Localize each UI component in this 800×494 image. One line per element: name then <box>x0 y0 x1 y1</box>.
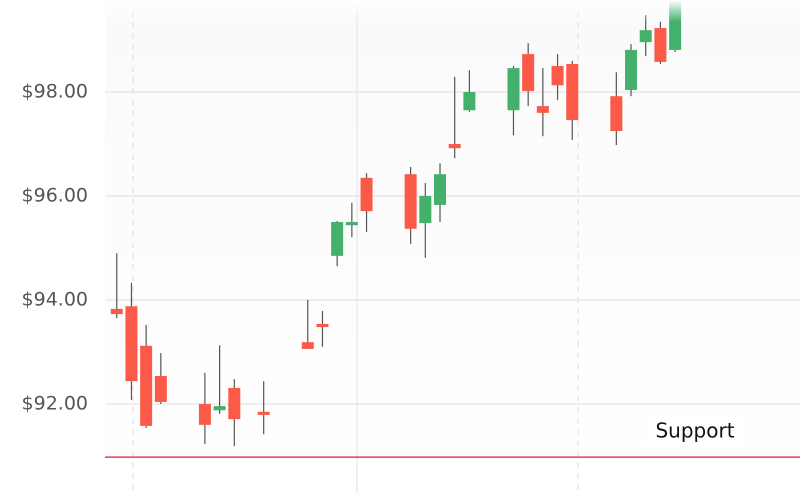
y-tick-label: $98.00 <box>22 81 88 103</box>
candle-body <box>434 174 447 205</box>
candle-body <box>316 323 329 328</box>
candle-body <box>331 222 344 256</box>
candle-body <box>213 406 226 411</box>
candle-body <box>360 177 373 212</box>
candle-body <box>198 404 211 425</box>
candle-body <box>154 375 167 402</box>
candle-body <box>463 92 476 111</box>
candle-body <box>140 345 153 426</box>
y-tick-label: $92.00 <box>22 393 88 415</box>
candle-body <box>536 106 549 113</box>
candle-body <box>301 342 314 349</box>
support-label: Support <box>655 419 734 443</box>
candle-body <box>507 68 520 111</box>
top-fade <box>105 0 800 22</box>
y-tick-label: $94.00 <box>22 289 88 311</box>
candle-body <box>419 196 432 224</box>
candle-body <box>551 66 564 86</box>
candle-body <box>610 96 623 132</box>
candle-body <box>345 222 358 226</box>
y-tick-label: $96.00 <box>22 185 88 207</box>
candle-body <box>654 28 667 62</box>
candle-body <box>566 63 579 121</box>
candle-body <box>257 411 270 415</box>
candle-body <box>639 30 652 43</box>
candle-body <box>522 54 535 91</box>
candle-body <box>110 308 123 315</box>
candle-body <box>228 387 241 420</box>
candle-body <box>625 49 638 90</box>
candle-body <box>125 306 138 382</box>
candle-body <box>404 174 417 229</box>
support-label-bg <box>645 415 745 450</box>
candle-body <box>448 144 461 149</box>
plot-area <box>105 0 800 494</box>
